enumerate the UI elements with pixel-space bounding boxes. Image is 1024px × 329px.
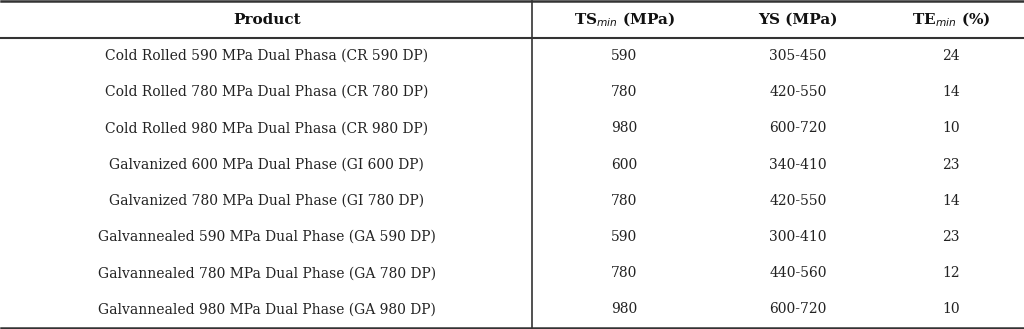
Text: Galvanized 780 MPa Dual Phase (GI 780 DP): Galvanized 780 MPa Dual Phase (GI 780 DP… — [110, 194, 425, 208]
Text: 305-450: 305-450 — [769, 49, 826, 63]
Text: 590: 590 — [611, 230, 638, 244]
Text: 340-410: 340-410 — [769, 158, 826, 171]
Text: YS (MPa): YS (MPa) — [758, 13, 838, 27]
Text: 980: 980 — [611, 121, 638, 135]
Text: 23: 23 — [942, 230, 959, 244]
Text: 23: 23 — [942, 158, 959, 171]
Text: 14: 14 — [942, 85, 961, 99]
Text: 12: 12 — [942, 266, 959, 280]
Text: TE$_{min}$ (%): TE$_{min}$ (%) — [912, 10, 990, 29]
Text: 600-720: 600-720 — [769, 121, 826, 135]
Text: 300-410: 300-410 — [769, 230, 826, 244]
Text: 440-560: 440-560 — [769, 266, 826, 280]
Text: Cold Rolled 590 MPa Dual Phasa (CR 590 DP): Cold Rolled 590 MPa Dual Phasa (CR 590 D… — [105, 49, 428, 63]
Text: 780: 780 — [611, 194, 638, 208]
Text: 780: 780 — [611, 266, 638, 280]
Text: TS$_{min}$ (MPa): TS$_{min}$ (MPa) — [573, 10, 675, 29]
Text: 420-550: 420-550 — [769, 194, 826, 208]
Text: 10: 10 — [942, 121, 959, 135]
Text: Cold Rolled 980 MPa Dual Phasa (CR 980 DP): Cold Rolled 980 MPa Dual Phasa (CR 980 D… — [105, 121, 428, 135]
Text: 780: 780 — [611, 85, 638, 99]
Text: 600: 600 — [611, 158, 638, 171]
Text: 24: 24 — [942, 49, 959, 63]
Text: 600-720: 600-720 — [769, 302, 826, 316]
Text: 14: 14 — [942, 194, 961, 208]
Text: Galvannealed 980 MPa Dual Phase (GA 980 DP): Galvannealed 980 MPa Dual Phase (GA 980 … — [98, 302, 436, 316]
Text: Galvannealed 590 MPa Dual Phase (GA 590 DP): Galvannealed 590 MPa Dual Phase (GA 590 … — [98, 230, 436, 244]
Text: Galvannealed 780 MPa Dual Phase (GA 780 DP): Galvannealed 780 MPa Dual Phase (GA 780 … — [98, 266, 436, 280]
Text: Cold Rolled 780 MPa Dual Phasa (CR 780 DP): Cold Rolled 780 MPa Dual Phasa (CR 780 D… — [105, 85, 429, 99]
Text: Galvanized 600 MPa Dual Phase (GI 600 DP): Galvanized 600 MPa Dual Phase (GI 600 DP… — [110, 158, 424, 171]
Text: 10: 10 — [942, 302, 959, 316]
Text: Product: Product — [233, 13, 301, 27]
Text: 980: 980 — [611, 302, 638, 316]
Text: 590: 590 — [611, 49, 638, 63]
Text: 420-550: 420-550 — [769, 85, 826, 99]
